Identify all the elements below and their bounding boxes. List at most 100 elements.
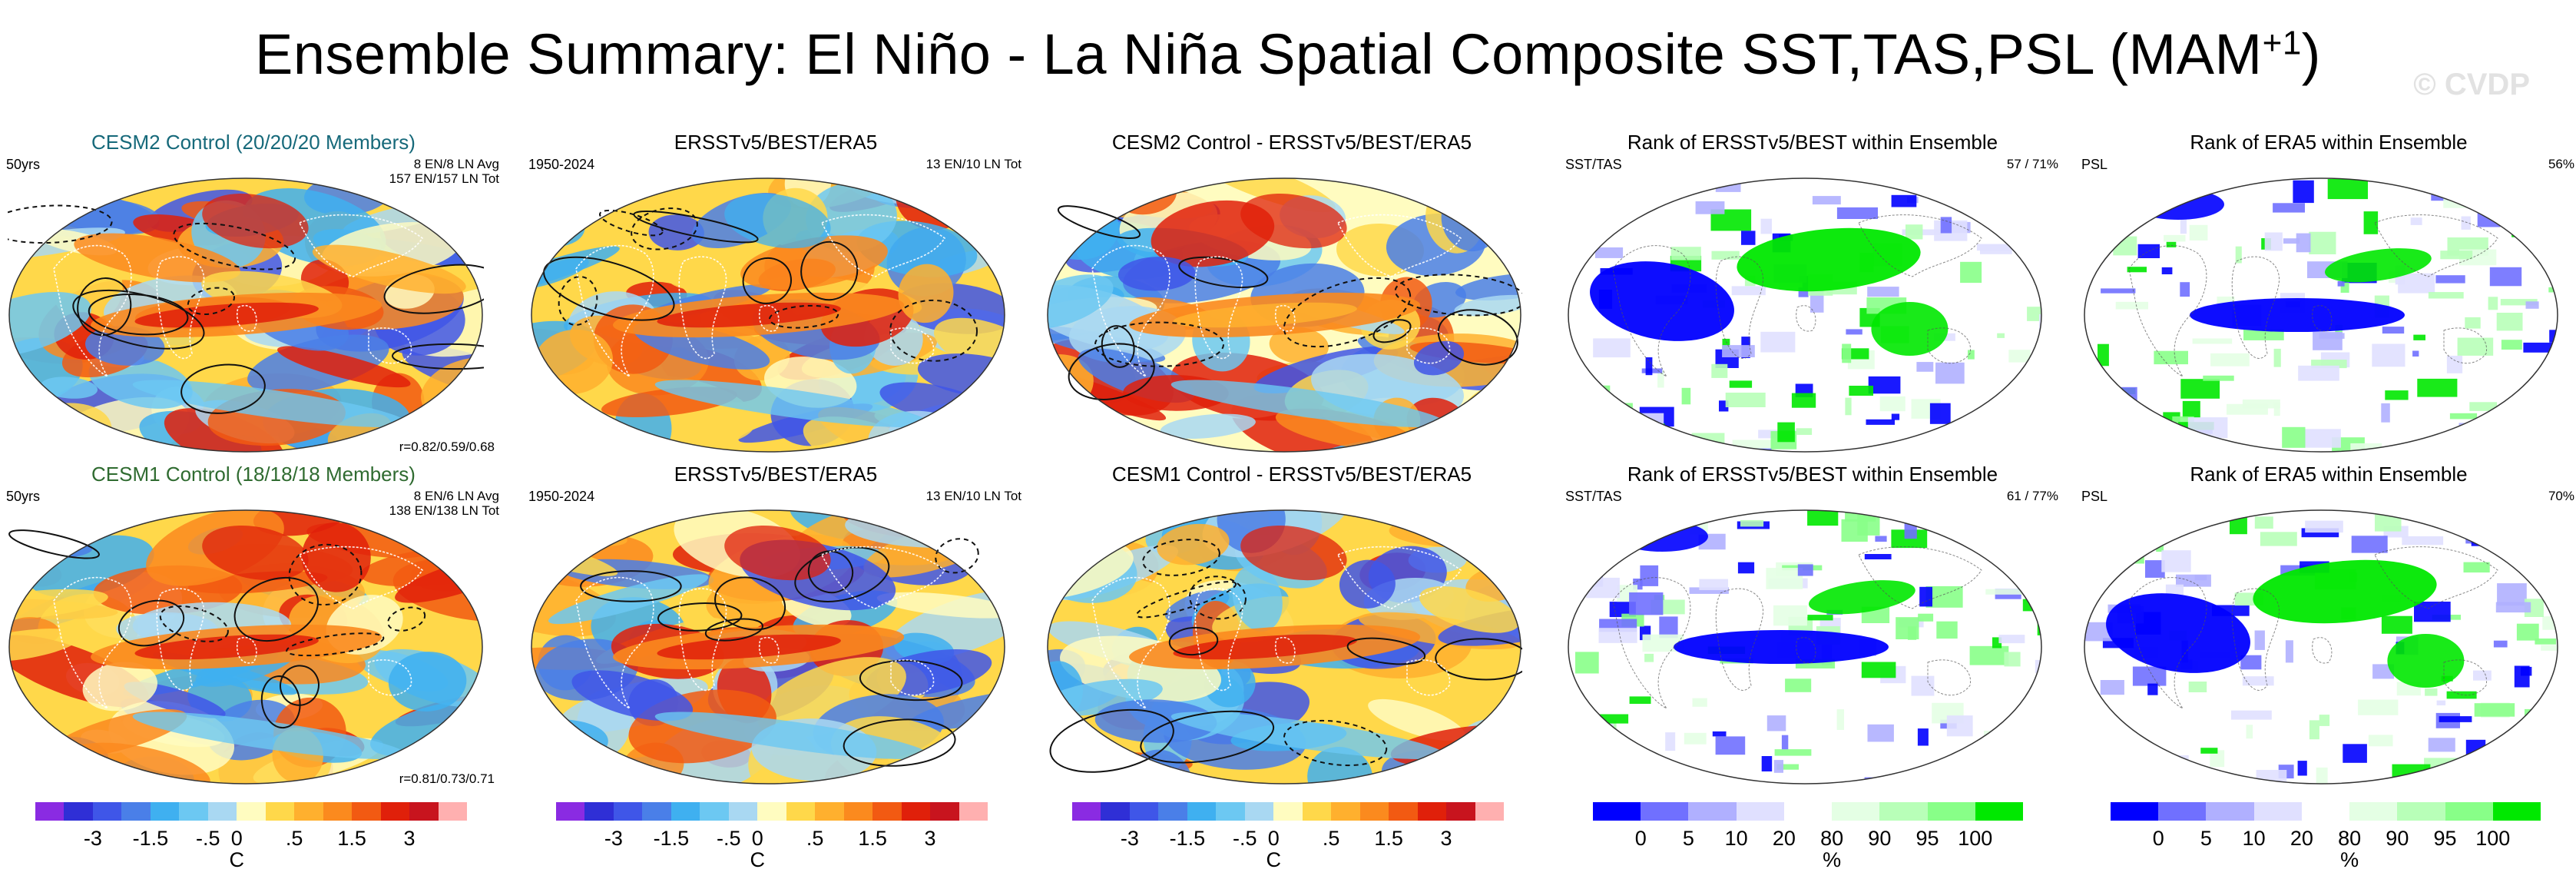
- colorbar-swatch: [670, 802, 700, 821]
- colorbar-tick-label: -3: [604, 827, 623, 850]
- map-panel-r1c3: CESM2 Control - ERSSTv5/BEST/ERA5: [1038, 131, 1545, 461]
- colorbar-tick-label: 20: [1772, 827, 1796, 850]
- colorbar-swatch: [1446, 802, 1476, 821]
- cvdp-watermark: © CVDP: [2413, 68, 2530, 101]
- colorbar-swatch: [2397, 802, 2446, 821]
- colorbar-swatch: [1187, 802, 1217, 821]
- colorbar-swatch: [207, 802, 237, 821]
- colorbar-tick-label: 1.5: [858, 827, 887, 850]
- panel-title: CESM1 Control (18/18/18 Members): [91, 463, 416, 486]
- colorbar-swatch: [843, 802, 873, 821]
- panel-title: CESM2 Control - ERSSTv5/BEST/ERA5: [1111, 131, 1472, 154]
- colorbar-swatch: [409, 802, 439, 821]
- colorbar-swatch: [786, 802, 816, 821]
- panel-right-label: 70%: [2548, 489, 2574, 503]
- colorbar-swatch: [1783, 802, 1833, 821]
- colorbar-tick-label: 80: [1820, 827, 1844, 850]
- colorbar-temp-1: -3 -1.5 -.5 0 .5 1.5 3 C: [35, 802, 468, 871]
- colorbar-swatch: [556, 802, 585, 821]
- colorbar-tick-label: 10: [1724, 827, 1748, 850]
- colorbar-swatch: [959, 802, 988, 821]
- colorbar-tick-label: 0: [1634, 827, 1647, 850]
- panel-right-line: 8 EN/6 LN Avg: [413, 489, 499, 503]
- colorbar-swatch: [1593, 802, 1641, 821]
- colorbar-unit: C: [1266, 848, 1282, 871]
- panel-title: ERSSTv5/BEST/ERA5: [674, 463, 878, 486]
- colorbar-tick-label: 95: [2433, 827, 2457, 850]
- colorbar-swatch: [1927, 802, 1976, 821]
- colorbar-tick-label: 20: [2290, 827, 2313, 850]
- colorbar-swatch: [2206, 802, 2255, 821]
- colorbar-unit: C: [229, 848, 245, 871]
- colorbar-temp-3: -3 -1.5 -.5 0 .5 1.5 3 C: [1072, 802, 1505, 871]
- colorbar-rank-1: 0 5 10 20 80 90 95 100%: [1593, 802, 2024, 871]
- colorbar-swatch: [380, 802, 410, 821]
- panel-right-line: 13 EN/10 LN Tot: [925, 489, 1021, 503]
- colorbar-tick-label: -1.5: [1169, 827, 1206, 850]
- colorbar-swatch: [1216, 802, 1246, 821]
- map-panel-r2c2: ERSSTv5/BEST/ERA5 1950-2024 13 EN/10 LN To…: [522, 463, 1029, 793]
- panel-right-label: 56%: [2548, 157, 2574, 171]
- colorbar-swatch: [1832, 802, 1880, 821]
- panel-pattern-correlation: r=0.81/0.73/0.71: [399, 771, 495, 786]
- colorbar-swatch: [1244, 802, 1274, 821]
- panel-right-line: 138 EN/138 LN Tot: [389, 503, 499, 518]
- colorbar-swatch: [121, 802, 151, 821]
- colorbar-swatch: [700, 802, 730, 821]
- colorbar-swatch: [901, 802, 931, 821]
- colorbar-tick-label: 90: [2386, 827, 2409, 850]
- colorbar-swatch: [150, 802, 180, 821]
- panel-right-label: 8 EN/6 LN Avg 138 EN/138 LN Tot: [389, 489, 499, 518]
- colorbar-swatch: [728, 802, 758, 821]
- colorbar-tick-label: 3: [924, 827, 936, 850]
- panel-title: Rank of ERA5 within Ensemble: [2190, 463, 2468, 486]
- panel-left-label: PSL: [2081, 489, 2108, 504]
- colorbar-swatch: [1389, 802, 1419, 821]
- colorbar-tick-label: -3: [83, 827, 102, 850]
- colorbar-swatch: [265, 802, 295, 821]
- colorbar-swatch: [35, 802, 65, 821]
- map-panel-r2c3: CESM1 Control - ERSSTv5/BEST/ERA5: [1038, 463, 1545, 793]
- colorbar-tick-label: 95: [1915, 827, 1939, 850]
- colorbar-swatch: [872, 802, 902, 821]
- colorbar-unit: %: [1823, 848, 1842, 871]
- panel-right-line: 56%: [2548, 157, 2574, 171]
- panel-right-line: 8 EN/8 LN Avg: [413, 157, 499, 171]
- colorbar-tick-label: .5: [1322, 827, 1340, 850]
- map-panel-r1c4: Rank of ERSSTv5/BEST within Ensemble SST/…: [1559, 131, 2066, 461]
- map-field: [8, 177, 484, 453]
- colorbar-swatch: [1359, 802, 1389, 821]
- map-field: [531, 177, 1005, 453]
- colorbar-swatch: [2158, 802, 2207, 821]
- colorbar-tick-label: 0: [230, 827, 243, 850]
- map-field: [2084, 177, 2558, 453]
- colorbar-swatch: [1101, 802, 1131, 821]
- colorbar-swatch: [2492, 802, 2541, 821]
- colorbar-swatch: [2111, 802, 2159, 821]
- colorbar-unit: %: [2340, 848, 2359, 871]
- panel-left-label: PSL: [2081, 157, 2108, 172]
- colorbar-swatch: [2445, 802, 2494, 821]
- colorbar-swatch: [352, 802, 382, 821]
- map-panel-r2c4: Rank of ERSSTv5/BEST within Ensemble SST/…: [1559, 463, 2066, 793]
- colorbar-tick-label: 80: [2338, 827, 2362, 850]
- colorbar-swatch: [1302, 802, 1332, 821]
- colorbar-swatch: [237, 802, 267, 821]
- colorbar-tick-label: -.5: [1233, 827, 1257, 850]
- colorbar-swatch: [323, 802, 353, 821]
- colorbar-swatch: [930, 802, 960, 821]
- panel-right-label: 13 EN/10 LN Tot: [926, 157, 1021, 171]
- colorbar-tick-label: -1.5: [653, 827, 690, 850]
- colorbar-tick-label: 3: [1440, 827, 1452, 850]
- colorbar-swatch: [1417, 802, 1447, 821]
- panel-right-label: 61 / 77%: [2007, 489, 2058, 503]
- map-field: [1047, 177, 1522, 453]
- colorbar-swatch: [815, 802, 845, 821]
- map-panel-r1c1: CESM2 Control (20/20/20 Members) 50yrs 8 E…: [0, 131, 507, 461]
- colorbar-tick-label: -1.5: [132, 827, 169, 850]
- colorbar-swatch: [2253, 802, 2303, 821]
- colorbar-temp-2: -3 -1.5 -.5 0 .5 1.5 3 C: [556, 802, 988, 871]
- colorbar-rank-2: 0 5 10 20 80 90 95 100%: [2111, 802, 2541, 871]
- colorbar-swatch: [64, 802, 94, 821]
- colorbar-swatch: [1688, 802, 1737, 821]
